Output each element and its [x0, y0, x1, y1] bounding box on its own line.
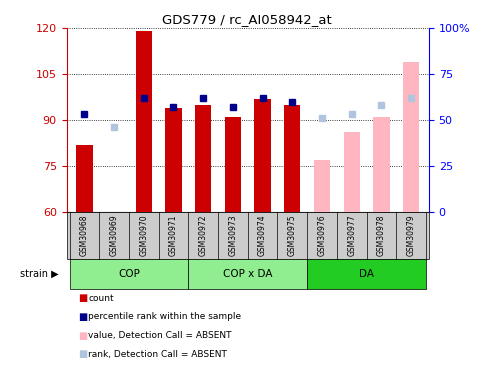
- Text: GSM30972: GSM30972: [199, 214, 208, 256]
- Bar: [314, 160, 330, 212]
- Text: GSM30976: GSM30976: [317, 214, 326, 256]
- Bar: [165, 108, 181, 212]
- Bar: [344, 132, 360, 212]
- Text: percentile rank within the sample: percentile rank within the sample: [88, 312, 242, 321]
- Text: ■: ■: [78, 331, 87, 340]
- Bar: [403, 62, 419, 212]
- Bar: [254, 99, 271, 212]
- Text: COP x DA: COP x DA: [223, 269, 273, 279]
- Bar: [284, 105, 300, 212]
- Text: GSM30975: GSM30975: [288, 214, 297, 256]
- Text: COP: COP: [118, 269, 140, 279]
- Text: GSM30979: GSM30979: [407, 214, 416, 256]
- Bar: [373, 117, 389, 212]
- Text: rank, Detection Call = ABSENT: rank, Detection Call = ABSENT: [88, 350, 227, 359]
- Bar: [225, 117, 241, 212]
- Text: ■: ■: [78, 312, 87, 322]
- Bar: [136, 31, 152, 212]
- Text: GSM30977: GSM30977: [347, 214, 356, 256]
- Text: DA: DA: [359, 269, 374, 279]
- Text: value, Detection Call = ABSENT: value, Detection Call = ABSENT: [88, 331, 232, 340]
- Text: GSM30973: GSM30973: [228, 214, 238, 256]
- Text: GSM30969: GSM30969: [109, 214, 119, 256]
- Text: strain ▶: strain ▶: [20, 269, 58, 279]
- Bar: [195, 105, 211, 212]
- Text: ■: ■: [78, 293, 87, 303]
- Text: GSM30968: GSM30968: [80, 214, 89, 256]
- Text: GSM30970: GSM30970: [140, 214, 148, 256]
- Text: GSM30974: GSM30974: [258, 214, 267, 256]
- Text: count: count: [88, 294, 114, 303]
- Bar: [76, 144, 93, 212]
- Text: GDS779 / rc_AI058942_at: GDS779 / rc_AI058942_at: [162, 13, 331, 26]
- Text: GSM30971: GSM30971: [169, 214, 178, 256]
- Text: ■: ■: [78, 350, 87, 359]
- Text: GSM30978: GSM30978: [377, 214, 386, 256]
